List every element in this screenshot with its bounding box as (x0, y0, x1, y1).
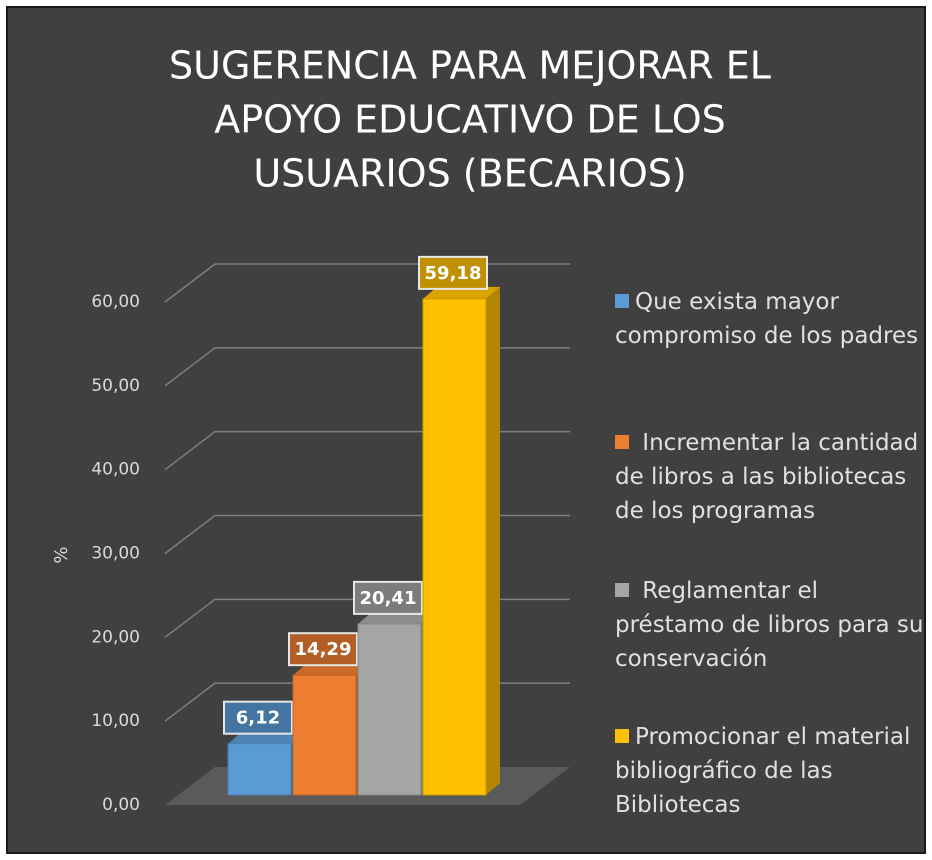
bar (357, 623, 422, 796)
value-label-box (418, 255, 488, 290)
value-label-box (353, 580, 423, 615)
value-label: 20,41 (360, 588, 417, 609)
chart-title: SUGERENCIA PARA MEJORAR EL (169, 44, 771, 88)
legend-swatch (615, 294, 629, 308)
legend-swatch (615, 435, 629, 449)
chart-title: USUARIOS (BECARIOS) (253, 152, 686, 196)
y-axis-label: % (51, 546, 72, 563)
bar (422, 298, 487, 796)
chart-title: APOYO EDUCATIVO DE LOS (214, 98, 725, 142)
legend-entry: Que exista mayor compromiso de los padre… (615, 285, 925, 353)
value-label: 59,18 (425, 263, 482, 284)
y-tick-label: 10,00 (91, 711, 140, 731)
legend-swatch (615, 583, 629, 597)
value-label-box (288, 632, 358, 667)
y-tick-label: 20,00 (91, 627, 140, 647)
legend-entry: Reglamentar el préstamo de libros para s… (615, 574, 925, 676)
value-label: 6,12 (236, 708, 280, 729)
legend-label: Promocionar el material bibliográfico de… (615, 724, 911, 818)
legend-label: Incrementar la cantidad de libros a las … (615, 430, 919, 524)
y-tick-label: 30,00 (91, 544, 140, 564)
y-tick-label: 40,00 (91, 460, 140, 480)
bar-side (486, 286, 500, 795)
value-label-box (223, 700, 293, 735)
legend-entry: Incrementar la cantidad de libros a las … (615, 426, 925, 528)
legend-label: Reglamentar el préstamo de libros para s… (615, 578, 924, 672)
legend-label: Que exista mayor compromiso de los padre… (615, 289, 919, 349)
y-tick-label: 50,00 (91, 376, 140, 396)
y-tick-label: 0,00 (102, 795, 140, 815)
legend-swatch (615, 729, 629, 743)
legend-entry: Promocionar el material bibliográfico de… (615, 720, 925, 822)
y-tick-label: 60,00 (91, 292, 140, 312)
bar (292, 674, 357, 796)
bar (227, 743, 292, 796)
value-label: 14,29 (295, 639, 352, 660)
